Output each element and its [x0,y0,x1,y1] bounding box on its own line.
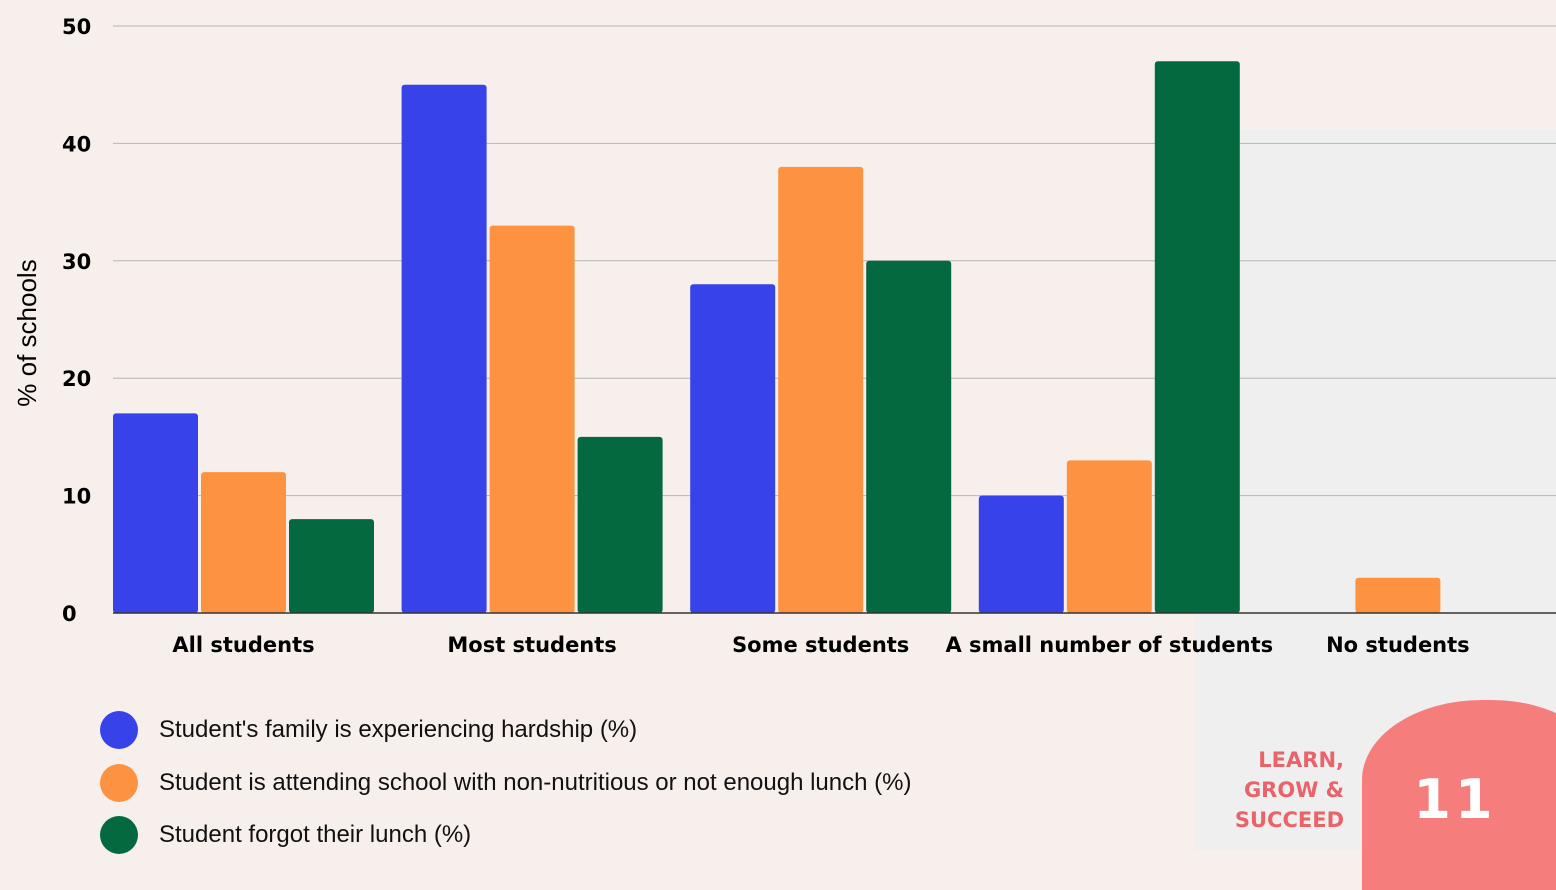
x-category-label: No students [1326,633,1470,657]
x-category-label: A small number of students [945,633,1273,657]
legend-label: Student is attending school with non-nut… [159,769,912,796]
x-category-label: All students [172,633,314,657]
legend-item: Student is attending school with non-nut… [100,763,911,803]
bar [401,84,487,613]
y-tick-label: 0 [62,602,77,626]
y-tick-label: 20 [62,367,91,391]
bar [577,436,663,613]
bar-chart: 0 10 20 30 40 50 All students Most students Som… [12,15,1556,657]
legend-swatch [100,816,138,854]
legend-swatch [100,764,138,802]
bar [690,284,776,613]
legend-label: Student's family is experiencing hardshi… [159,716,638,743]
bar [1355,577,1441,613]
bar [778,166,864,613]
x-axis-categories: All students Most students Some students A … [172,633,1469,657]
page-number: 11 [1413,768,1497,831]
bar [1066,460,1152,613]
bar [201,472,286,613]
brand-line-2: GROW & [1243,778,1344,802]
bar [978,495,1064,613]
y-tick-label: 40 [62,132,91,156]
legend-swatch [100,711,138,749]
legend-label: Student forgot their lunch (%) [159,821,472,848]
bar [1154,61,1240,614]
bar [489,225,575,613]
y-axis-ticks: 0 10 20 30 40 50 [62,15,91,626]
brand-slogan: LEARN, GROW & SUCCEED [1235,745,1344,835]
legend-item: Student forgot their lunch (%) [100,815,471,855]
x-category-label: Some students [732,633,909,657]
brand-line-1: LEARN, [1258,748,1344,772]
x-category-label: Most students [447,633,616,657]
bar [289,519,374,613]
bar [113,413,198,613]
y-axis-label: % of schools [12,259,42,406]
bar [866,260,952,613]
y-tick-label: 30 [62,250,91,274]
legend-item: Student's family is experiencing hardshi… [100,710,637,750]
y-tick-label: 10 [62,485,91,509]
bars [113,61,1441,614]
brand-line-3: SUCCEED [1234,808,1344,832]
y-tick-label: 50 [62,15,91,39]
